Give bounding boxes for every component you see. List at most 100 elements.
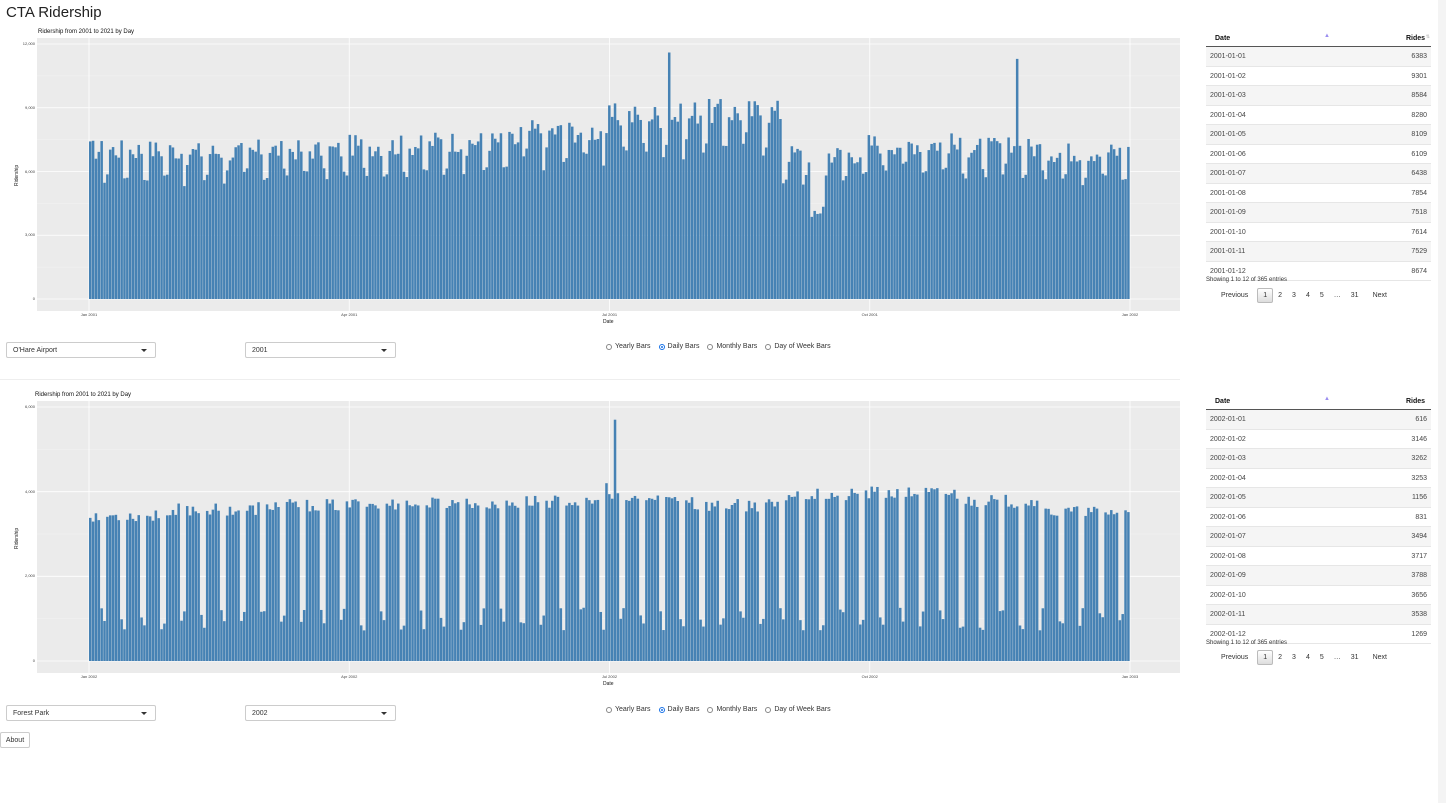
sort-icon[interactable]: ▲ [1324, 33, 1330, 39]
table-row[interactable]: 2002-01-09 3788 [1206, 566, 1431, 586]
table-row[interactable]: 2002-01-08 3717 [1206, 547, 1431, 566]
bar [807, 499, 811, 661]
bar [197, 143, 200, 299]
bar [870, 486, 873, 661]
bar [282, 615, 286, 661]
radio-yearly-bars-1[interactable]: Yearly Bars [606, 343, 651, 350]
pager-page-2[interactable]: 2 [1278, 292, 1283, 299]
bar [231, 514, 235, 661]
bar [194, 511, 198, 661]
table-row[interactable]: 2001-01-09 7518 [1206, 203, 1431, 223]
column-header-date[interactable]: Date [1215, 398, 1231, 405]
table-row[interactable]: 2001-01-04 8280 [1206, 106, 1431, 125]
bar [419, 135, 423, 299]
pager-page-3[interactable]: 3 [1292, 654, 1296, 661]
bar [1098, 156, 1102, 299]
pager-page-4[interactable]: 4 [1305, 292, 1310, 299]
bar [422, 629, 426, 661]
table-row[interactable]: 2002-01-10 3656 [1206, 586, 1431, 605]
radio-yearly-bars-2[interactable]: Yearly Bars [606, 706, 651, 713]
bar [588, 140, 591, 299]
column-header-rides[interactable]: Rides [1405, 398, 1425, 405]
pager-previous[interactable]: Previous [1221, 654, 1249, 661]
table-row[interactable]: 2001-01-08 7854 [1206, 184, 1431, 203]
pager-page-31[interactable]: 31 [1350, 292, 1359, 299]
bar [756, 105, 759, 299]
radio-monthly-bars-2[interactable]: Monthly Bars [707, 706, 757, 713]
station-select-1[interactable]: O'Hare Airport [6, 342, 156, 358]
table-info-1: Showing 1 to 12 of 365 entries [1206, 277, 1288, 283]
bar [294, 501, 297, 661]
table-row[interactable]: 2002-01-07 3494 [1206, 527, 1431, 547]
radio-daily-bars-2[interactable]: Daily Bars [658, 706, 699, 713]
y-tick-label: 0 [32, 658, 35, 663]
bar [496, 508, 500, 661]
pager-page-5[interactable]: 5 [1319, 654, 1324, 661]
table-row[interactable]: 2001-01-05 8109 [1206, 125, 1431, 145]
table-row[interactable]: 2001-01-07 6438 [1206, 164, 1431, 184]
pager-page-5[interactable]: 5 [1319, 292, 1324, 299]
table-row[interactable]: 2001-01-01 6383 [1206, 47, 1431, 67]
table-row[interactable]: 2002-01-12 1269 [1206, 625, 1431, 644]
bar [434, 132, 437, 299]
radio-day-of-week-bars-1[interactable]: Day of Week Bars [765, 343, 831, 350]
bar [322, 168, 326, 299]
radio-icon [707, 343, 714, 350]
bar [479, 133, 483, 299]
bar [590, 503, 594, 661]
table-row[interactable]: 2002-01-04 3253 [1206, 469, 1431, 488]
bar [111, 515, 115, 661]
table-row[interactable]: 2001-01-10 7614 [1206, 223, 1431, 242]
bar [89, 517, 92, 661]
radio-daily-bars-1[interactable]: Daily Bars [658, 343, 699, 350]
bar [351, 155, 354, 299]
year-select-1[interactable]: 2001 [245, 342, 396, 358]
pager-page-3[interactable]: 3 [1292, 292, 1296, 299]
pager-page-2[interactable]: 2 [1278, 654, 1283, 661]
table-row[interactable]: 2002-01-01 616 [1206, 410, 1431, 430]
radio-monthly-bars-1[interactable]: Monthly Bars [707, 343, 757, 350]
pager-next[interactable]: Next [1372, 292, 1387, 299]
about-button[interactable]: About [0, 732, 30, 748]
bar [1001, 610, 1005, 661]
column-header-rides[interactable]: Rides [1405, 35, 1425, 42]
bar [665, 144, 668, 299]
bar [345, 175, 349, 299]
chevron-down-icon [381, 712, 387, 715]
bar [673, 117, 677, 300]
bar [861, 619, 865, 661]
bar [927, 491, 931, 661]
table-row[interactable]: 2002-01-03 3262 [1206, 449, 1431, 469]
pager-page-4[interactable]: 4 [1305, 654, 1310, 661]
pager-page-1[interactable]: 1 [1257, 288, 1274, 303]
bar [357, 145, 360, 299]
pager-next[interactable]: Next [1372, 654, 1387, 661]
cell-date: 2002-01-08 [1210, 552, 1246, 560]
station-select-2[interactable]: Forest Park [6, 705, 156, 721]
table-row[interactable]: 2001-01-12 8674 [1206, 262, 1431, 281]
bar [844, 500, 848, 661]
radio-day-of-week-bars-2[interactable]: Day of Week Bars [765, 706, 831, 713]
table-row[interactable]: 2002-01-11 3538 [1206, 605, 1431, 625]
bar [810, 216, 814, 299]
cell-rides: 8109 [1411, 131, 1427, 138]
bar [513, 505, 517, 661]
table-row[interactable]: 2001-01-11 7529 [1206, 242, 1431, 262]
bar [208, 514, 212, 661]
table-row[interactable]: 2001-01-06 6109 [1206, 145, 1431, 164]
bar [970, 152, 973, 299]
table-row[interactable]: 2002-01-06 831 [1206, 508, 1431, 527]
pager-page-1[interactable]: 1 [1257, 650, 1274, 665]
scrollbar[interactable] [1438, 0, 1446, 803]
year-select-2[interactable]: 2002 [245, 705, 396, 721]
column-header-date[interactable]: Date [1215, 35, 1231, 42]
table-row[interactable]: 2001-01-03 8584 [1206, 86, 1431, 106]
pager-previous[interactable]: Previous [1221, 292, 1249, 299]
table-row[interactable]: 2001-01-02 9301 [1206, 67, 1431, 86]
sort-both-icon[interactable]: ⇅ [1425, 34, 1430, 40]
radio-icon [606, 343, 612, 350]
pager-page-31[interactable]: 31 [1350, 654, 1359, 661]
table-row[interactable]: 2002-01-02 3146 [1206, 430, 1431, 449]
table-row[interactable]: 2002-01-05 1156 [1206, 488, 1431, 508]
sort-icon[interactable]: ▲ [1324, 396, 1330, 402]
